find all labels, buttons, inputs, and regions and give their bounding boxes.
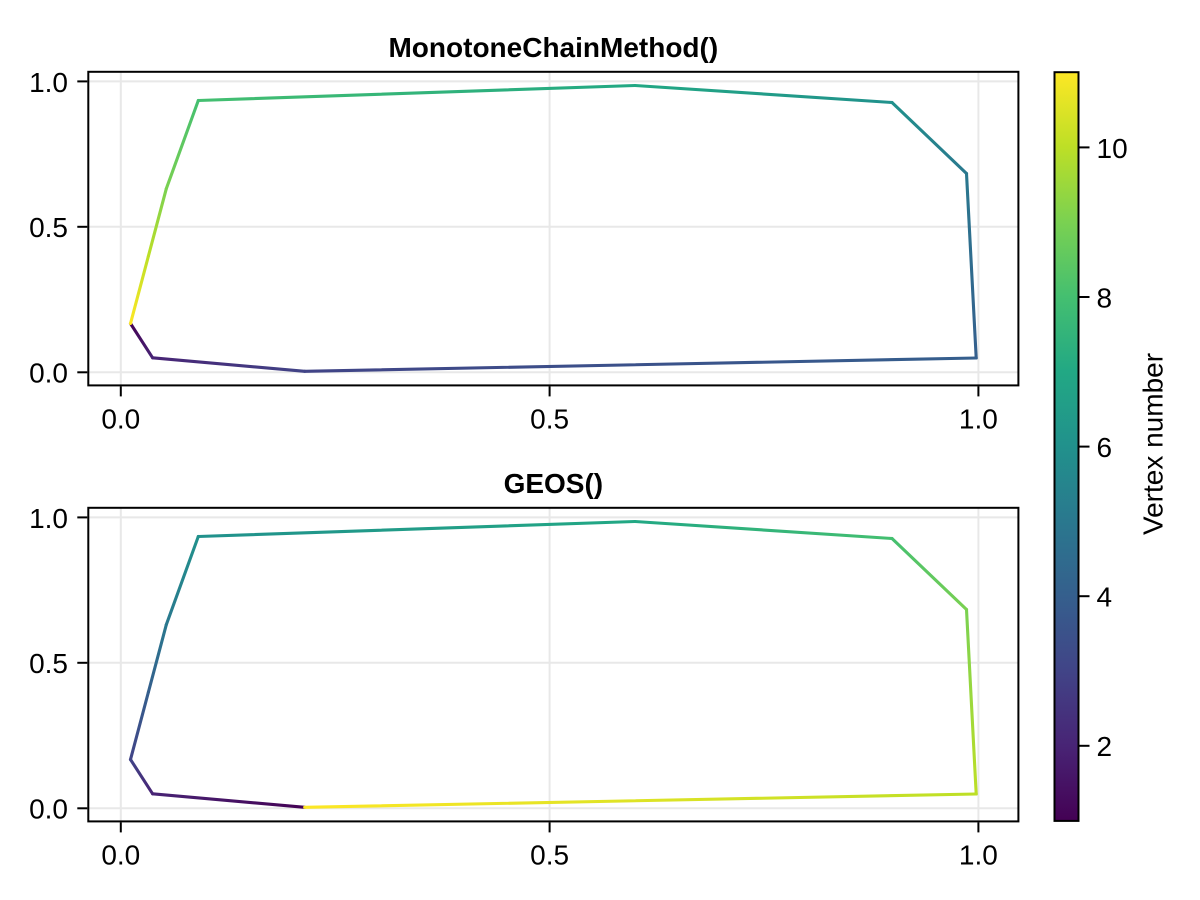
svg-text:1.0: 1.0	[29, 503, 68, 534]
svg-text:8: 8	[1097, 282, 1113, 313]
svg-text:0.5: 0.5	[29, 648, 68, 679]
svg-text:1.0: 1.0	[959, 840, 998, 871]
svg-text:1.0: 1.0	[959, 404, 998, 435]
svg-text:0.5: 0.5	[530, 404, 569, 435]
svg-text:0.0: 0.0	[101, 404, 140, 435]
svg-text:2: 2	[1097, 731, 1113, 762]
svg-text:Vertex number: Vertex number	[1138, 353, 1169, 535]
svg-text:0.5: 0.5	[29, 212, 68, 243]
svg-text:6: 6	[1097, 432, 1113, 463]
svg-text:MonotoneChainMethod(): MonotoneChainMethod()	[388, 32, 718, 63]
svg-text:0.0: 0.0	[29, 794, 68, 825]
svg-text:10: 10	[1097, 133, 1128, 164]
svg-text:0.0: 0.0	[101, 840, 140, 871]
svg-text:4: 4	[1097, 582, 1113, 613]
svg-text:0.5: 0.5	[530, 840, 569, 871]
svg-text:GEOS(): GEOS()	[504, 468, 604, 499]
svg-text:1.0: 1.0	[29, 67, 68, 98]
svg-text:0.0: 0.0	[29, 358, 68, 389]
